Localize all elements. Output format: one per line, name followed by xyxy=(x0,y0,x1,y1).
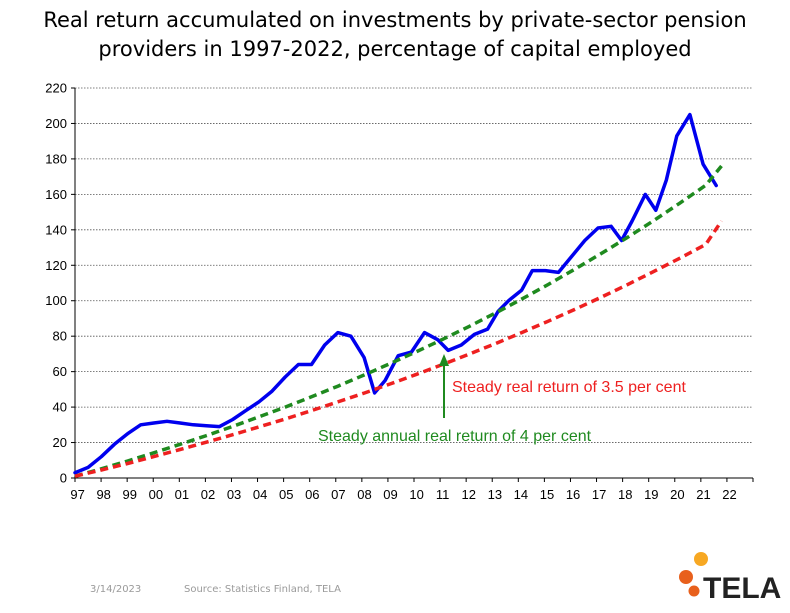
annotation-arrow-head xyxy=(439,354,449,366)
y-tick-label: 20 xyxy=(53,435,67,450)
x-tick-label: 13 xyxy=(488,487,502,502)
x-tick-label: 17 xyxy=(592,487,606,502)
x-tick-label: 11 xyxy=(436,487,450,502)
x-tick-label: 20 xyxy=(670,487,684,502)
logo-text: TELA xyxy=(703,572,781,605)
y-tick-label: 0 xyxy=(60,471,67,486)
annotation-4-percent: Steady annual real return of 4 per cent xyxy=(318,428,592,445)
x-tick-label: 02 xyxy=(201,487,215,502)
chart-title: Real return accumulated on investments b… xyxy=(0,6,790,64)
logo-dot-bottom xyxy=(688,585,700,597)
y-tick-label: 180 xyxy=(45,151,67,166)
chart-title-line-2: providers in 1997-2022, percentage of ca… xyxy=(98,37,692,61)
x-tick-label: 06 xyxy=(305,487,319,502)
grid-lines xyxy=(75,87,753,443)
footer-source: Source: Statistics Finland, TELA xyxy=(184,584,341,595)
y-tick-label: 80 xyxy=(53,329,67,344)
y-tick-label: 60 xyxy=(53,364,67,379)
x-tick-label: 12 xyxy=(462,487,476,502)
x-tick-label: 10 xyxy=(409,487,423,502)
y-tick-label: 200 xyxy=(45,116,67,131)
y-tick-label: 40 xyxy=(53,400,67,415)
chart-title-line-1: Real return accumulated on investments b… xyxy=(43,8,747,32)
x-tick-label: 16 xyxy=(566,487,580,502)
tela-logo: TELA xyxy=(679,552,781,605)
y-axis-tick-labels: 0 20 40 60 80 100 120 140 160 180 200 220 xyxy=(45,81,67,486)
y-tick-label: 120 xyxy=(45,258,67,273)
x-tick-label: 98 xyxy=(96,487,110,502)
axes xyxy=(71,87,754,482)
series-lines xyxy=(73,112,723,478)
x-tick-label: 07 xyxy=(331,487,345,502)
logo-dot-left xyxy=(679,570,693,584)
steady-3-5-percent-line xyxy=(74,220,723,478)
x-tick-label: 08 xyxy=(357,487,371,502)
y-tick-label: 220 xyxy=(45,81,67,96)
footer-date: 3/14/2023 xyxy=(90,584,142,595)
x-tick-label: 97 xyxy=(70,487,84,502)
x-tick-label: 03 xyxy=(227,487,241,502)
x-tick-label: 22 xyxy=(722,487,736,502)
x-tick-label: 19 xyxy=(644,487,658,502)
x-tick-label: 21 xyxy=(696,487,710,502)
x-tick-label: 14 xyxy=(514,487,528,502)
annotation-3-5-percent: Steady real return of 3.5 per cent xyxy=(452,379,686,396)
x-tick-label: 00 xyxy=(149,487,163,502)
logo-dot-top xyxy=(694,552,708,566)
x-tick-label: 05 xyxy=(279,487,293,502)
x-axis-tick-labels: 97 98 99 00 01 02 03 04 05 06 07 08 09 10 11 12 13 14 15 16… xyxy=(70,487,736,502)
x-tick-label: 01 xyxy=(175,487,189,502)
x-tick-label: 04 xyxy=(253,487,267,502)
x-tick-label: 99 xyxy=(123,487,137,502)
x-tick-label: 18 xyxy=(618,487,632,502)
annotations: Steady real return of 3.5 per cent Stead… xyxy=(318,354,686,445)
y-tick-label: 160 xyxy=(45,187,67,202)
y-tick-label: 140 xyxy=(45,222,67,237)
x-tick-label: 15 xyxy=(540,487,554,502)
x-tick-label: 09 xyxy=(383,487,397,502)
actual-return-line xyxy=(73,112,718,475)
steady-4-percent-line xyxy=(74,164,723,478)
y-tick-label: 100 xyxy=(45,293,67,308)
